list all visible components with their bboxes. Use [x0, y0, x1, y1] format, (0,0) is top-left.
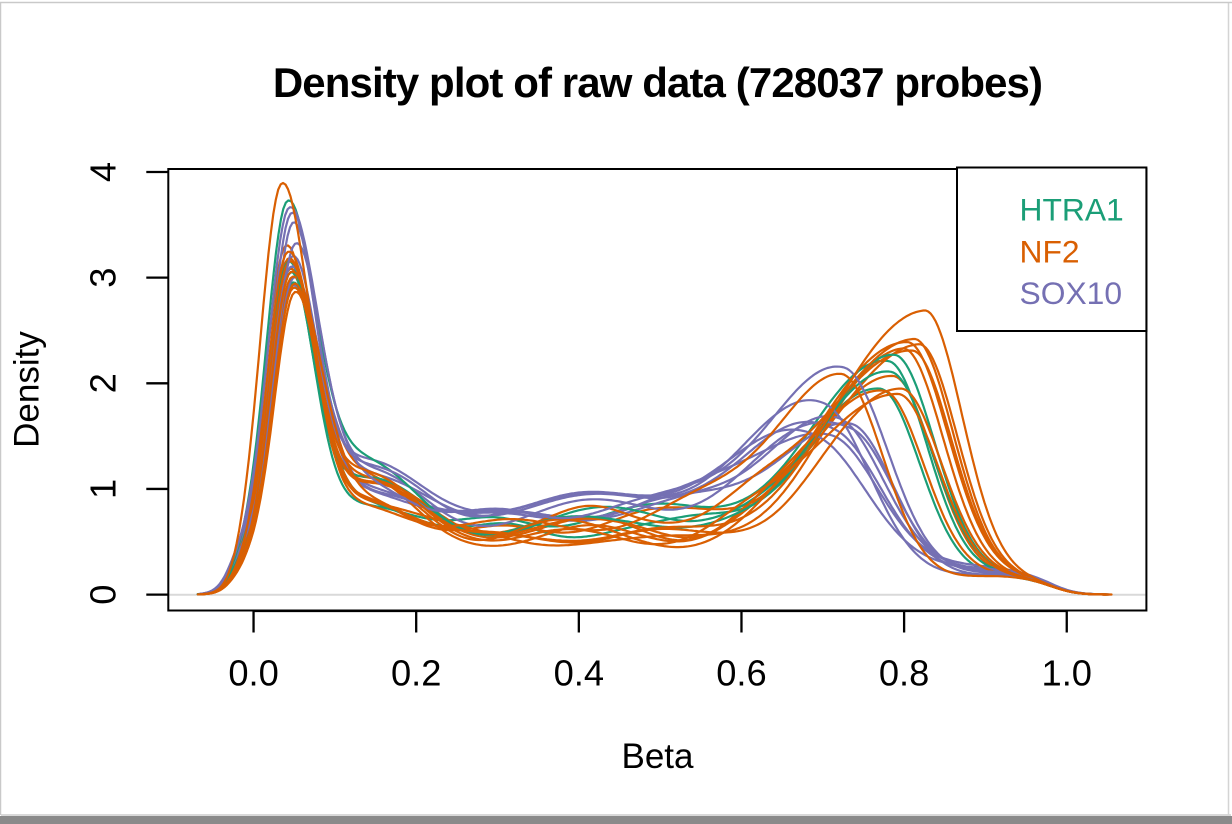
svg-text:1: 1 — [83, 479, 124, 499]
svg-text:0.8: 0.8 — [879, 653, 929, 694]
svg-text:0.6: 0.6 — [716, 653, 766, 694]
svg-text:Beta: Beta — [622, 737, 695, 776]
svg-text:0.0: 0.0 — [228, 653, 278, 694]
svg-text:HTRA1: HTRA1 — [1020, 191, 1124, 227]
svg-text:Density plot of raw data (7280: Density plot of raw data (728037 probes) — [273, 59, 1042, 106]
svg-text:3: 3 — [83, 268, 124, 288]
svg-text:4: 4 — [83, 162, 124, 182]
svg-text:2: 2 — [83, 373, 124, 393]
svg-text:0.2: 0.2 — [391, 653, 441, 694]
svg-text:NF2: NF2 — [1020, 233, 1080, 269]
svg-text:0: 0 — [83, 585, 124, 605]
svg-text:SOX10: SOX10 — [1020, 275, 1123, 311]
svg-text:0.4: 0.4 — [554, 653, 604, 694]
svg-text:1.0: 1.0 — [1042, 653, 1092, 694]
svg-text:Density: Density — [8, 331, 47, 448]
